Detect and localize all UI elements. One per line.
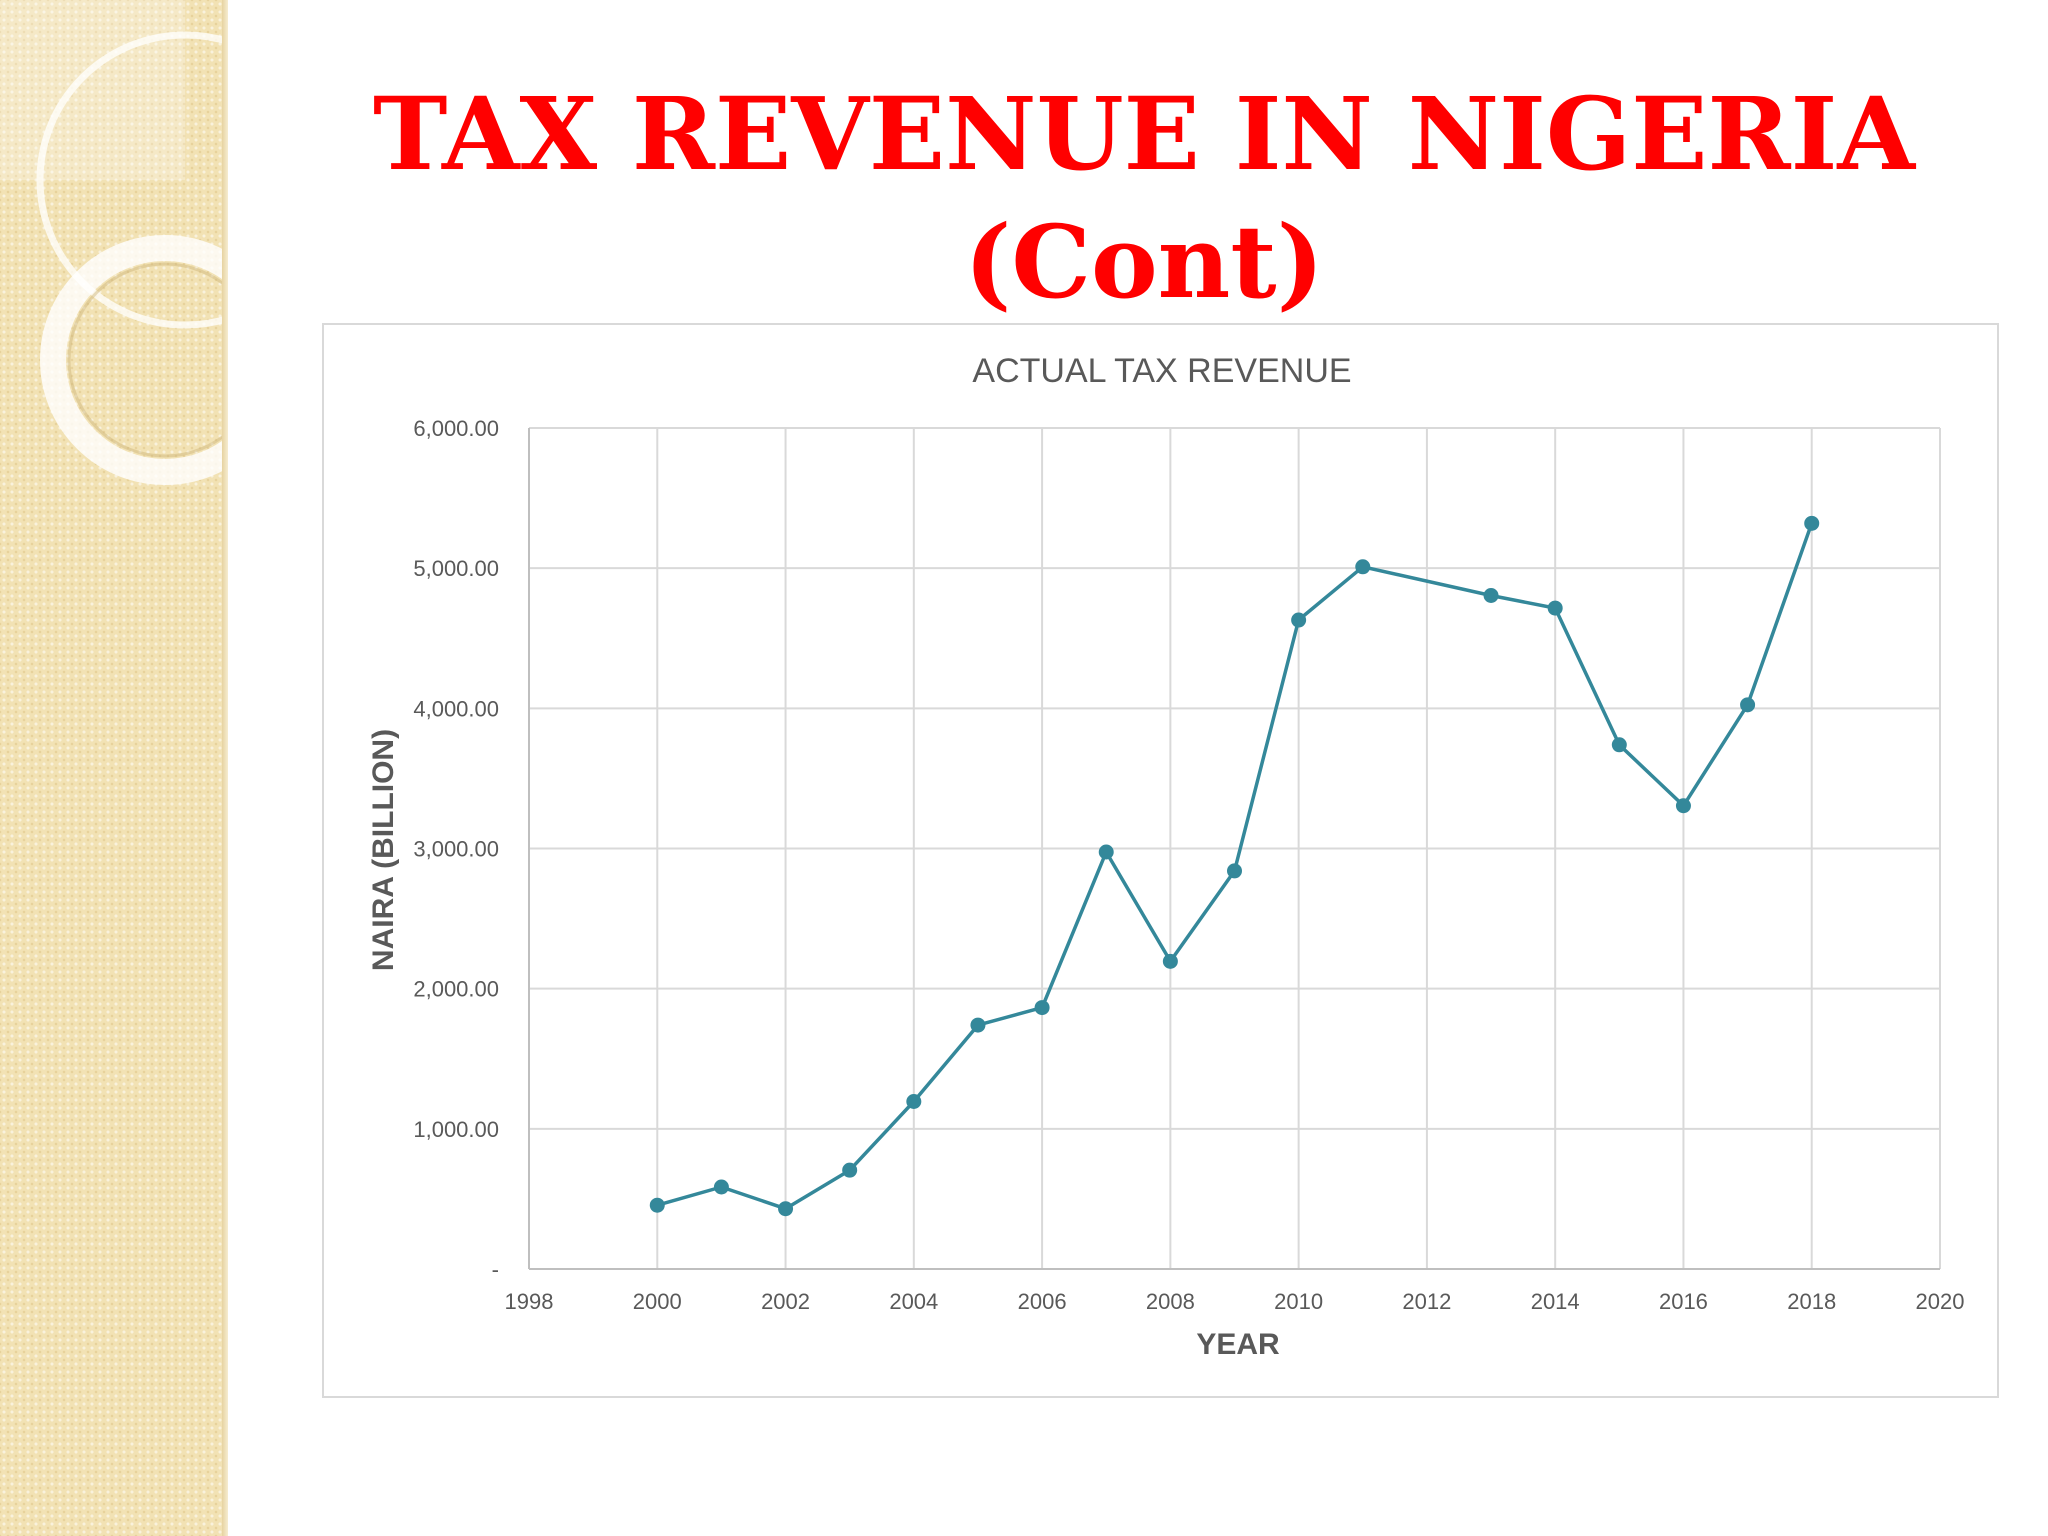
data-point (1611, 737, 1627, 753)
y-tick-label: 4,000.00 (413, 696, 499, 721)
decorative-rings (0, 0, 228, 485)
axes: - 1,000.00 2,000.00 3,000.00 4,000.00 5,000.0… (413, 416, 1964, 1314)
x-tick-label: 2010 (1274, 1289, 1323, 1314)
data-point (1162, 953, 1178, 969)
slide-title-line-1: TAX REVENUE IN NIGERIA (373, 75, 1915, 193)
chart-title: ACTUAL TAX REVENUE (972, 352, 1351, 390)
line-chart: - 1,000.00 2,000.00 3,000.00 4,000.00 5,000.0… (367, 352, 1964, 1361)
x-tick-label: 2018 (1787, 1289, 1836, 1314)
y-axis-title: NAIRA (BILLION) (367, 729, 400, 971)
strip-edge (222, 0, 228, 1536)
slide-title-line-2: (Cont) (964, 203, 1324, 321)
x-tick-label: 2004 (889, 1289, 938, 1314)
data-point (1227, 863, 1242, 879)
data-point (1034, 1000, 1050, 1016)
decorative-side-strip (0, 0, 228, 1536)
series-revenue (649, 515, 1820, 1217)
y-tick-label: 2,000.00 (413, 977, 499, 1002)
data-point (842, 1162, 858, 1178)
series-line (656, 522, 1814, 1211)
chart-frame: - 1,000.00 2,000.00 3,000.00 4,000.00 5,000.0… (322, 323, 1999, 1398)
data-point (906, 1094, 922, 1110)
data-point (1291, 612, 1307, 628)
x-tick-label: 2012 (1402, 1289, 1451, 1314)
data-point (1355, 559, 1371, 575)
y-tick-label: 5,000.00 (413, 556, 499, 581)
x-tick-label: 2016 (1659, 1289, 1708, 1314)
data-point (1098, 844, 1114, 860)
x-tick-label: 2008 (1146, 1289, 1195, 1314)
data-point (649, 1197, 665, 1213)
data-point (1804, 515, 1820, 531)
data-point (778, 1201, 794, 1217)
data-point (970, 1017, 986, 1033)
data-point (1483, 587, 1499, 603)
x-axis-title: YEAR (1196, 1328, 1280, 1361)
data-point (1547, 600, 1563, 616)
slide-title: TAX REVENUE IN NIGERIA (Cont) (240, 70, 2048, 326)
gridlines (528, 427, 1941, 1269)
x-tick-label: 1998 (505, 1289, 554, 1314)
y-tick-label: - (492, 1257, 499, 1282)
data-point (713, 1179, 729, 1195)
x-tick-label: 2020 (1916, 1289, 1965, 1314)
data-point (1675, 798, 1691, 814)
x-tick-label: 2014 (1531, 1289, 1580, 1314)
y-tick-label: 6,000.00 (413, 416, 499, 441)
y-tick-label: 3,000.00 (413, 837, 499, 862)
data-point (1740, 697, 1756, 713)
x-tick-label: 2000 (633, 1289, 682, 1314)
x-tick-label: 2006 (1018, 1289, 1067, 1314)
x-tick-label: 2002 (761, 1289, 810, 1314)
y-tick-label: 1,000.00 (413, 1117, 499, 1142)
